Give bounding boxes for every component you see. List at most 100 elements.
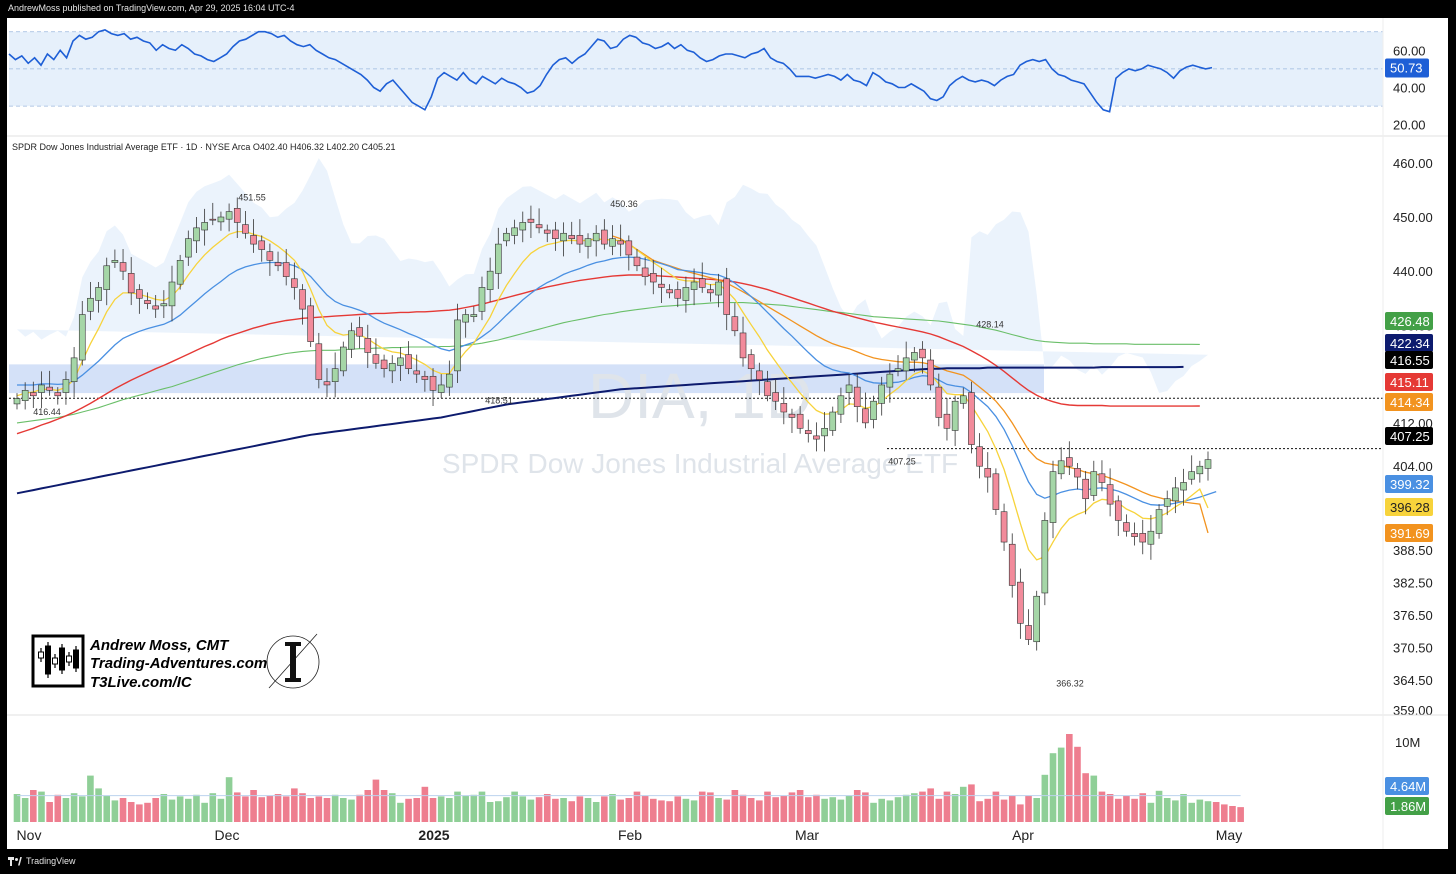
volume-bar	[494, 801, 502, 822]
volume-bar	[739, 794, 747, 822]
volume-bar	[568, 801, 576, 822]
volume-bar	[152, 798, 159, 822]
candle-body	[666, 289, 673, 294]
candle-body	[658, 283, 665, 288]
candle-body	[617, 240, 624, 245]
volume-bar	[1008, 795, 1016, 822]
candle-body	[209, 218, 217, 221]
candle-body	[1057, 460, 1065, 475]
chart-canvas[interactable]: 60.00 40.00 20.00 50.73 DIA, 1D SPDR Dow Jone…	[7, 18, 1448, 849]
candle-body	[715, 281, 722, 296]
volume-bar	[772, 797, 779, 822]
volume-bar	[649, 798, 657, 822]
volume-bar	[1090, 775, 1098, 822]
candle-body	[176, 260, 184, 285]
volume-bar	[1237, 807, 1244, 822]
brand-logo-body	[45, 645, 51, 675]
volume-bar	[380, 790, 388, 822]
volume-bar	[674, 796, 682, 822]
candle-body	[886, 373, 894, 388]
ema-orange-line	[612, 235, 1209, 534]
volume-bar	[707, 792, 714, 822]
volume-bar	[397, 802, 404, 822]
volume-bar	[242, 796, 249, 822]
volume-bar	[633, 791, 641, 822]
price-tick-label: 382.50	[1393, 576, 1433, 591]
volume-bar	[13, 794, 21, 822]
candle-body	[609, 238, 616, 247]
volume-bar	[715, 798, 722, 822]
candle-body	[690, 281, 698, 290]
volume-bar	[193, 794, 200, 822]
volume-bar	[658, 800, 665, 822]
candle-body	[788, 413, 796, 418]
candle-body	[543, 229, 551, 234]
candle-body	[804, 430, 812, 435]
volume-bar	[625, 798, 633, 822]
candle-body	[911, 352, 918, 361]
volume-bars	[13, 734, 1244, 822]
volume-bar	[233, 792, 241, 822]
candle-body	[943, 413, 951, 429]
volume-bar	[853, 790, 861, 822]
candle-body	[331, 368, 339, 383]
volume-bar	[364, 790, 372, 822]
volume-bar	[437, 796, 445, 822]
volume-bar	[601, 796, 608, 822]
candle-body	[682, 287, 690, 301]
candle-body	[462, 314, 469, 323]
brand-site2: T3Live.com/IC	[90, 674, 193, 691]
candle-body	[1098, 473, 1106, 483]
volume-bar	[821, 798, 828, 822]
candle-body	[519, 222, 527, 231]
candle-body	[201, 222, 208, 231]
volume-bar	[209, 793, 217, 822]
candle-body	[111, 260, 119, 263]
volume-bar	[372, 779, 380, 822]
candle-body	[674, 289, 682, 299]
candle-body	[829, 411, 837, 431]
price-badge-label: 422.34	[1390, 336, 1430, 351]
volume-bar	[682, 798, 690, 822]
candle-body	[470, 314, 478, 317]
candle-body	[959, 395, 967, 404]
price-annotation: 450.36	[610, 199, 638, 209]
volume-bar	[111, 800, 119, 822]
candle-body	[764, 381, 771, 397]
candle-body	[568, 235, 576, 239]
volume-bar	[1017, 804, 1024, 822]
volume-bar	[331, 794, 339, 822]
volume-bar	[405, 798, 412, 822]
volume-bar	[617, 799, 624, 822]
volume-bar	[446, 798, 453, 822]
candle-body	[291, 278, 298, 288]
volume-bar	[266, 795, 274, 822]
volume-bar	[1172, 800, 1179, 822]
candle-body	[429, 375, 437, 391]
candle-body	[772, 392, 779, 402]
volume-bar	[1000, 799, 1008, 822]
volume-bar	[454, 791, 461, 822]
support-zone	[9, 364, 1044, 394]
candle-body	[70, 357, 78, 383]
volume-bar	[992, 791, 1000, 822]
price-badge-label: 415.11	[1390, 375, 1429, 390]
volume-bar	[1025, 795, 1032, 822]
volume-bar	[1074, 746, 1081, 822]
price-badge	[1385, 393, 1433, 411]
candle-body	[46, 386, 53, 391]
candle-body	[894, 368, 902, 372]
price-tick-label: 359.00	[1393, 703, 1433, 718]
volume-bar	[185, 798, 192, 822]
price-badge	[1385, 524, 1433, 542]
candle-body	[364, 338, 372, 353]
price-badge-label: 391.69	[1390, 526, 1430, 541]
candle-body	[21, 390, 29, 401]
volume-bar	[1180, 794, 1187, 822]
brand-logo-body	[52, 657, 58, 665]
volume-bar	[870, 802, 877, 822]
volume-bar	[38, 791, 45, 822]
volume-bar	[1229, 806, 1236, 822]
volume-bar	[87, 775, 94, 822]
